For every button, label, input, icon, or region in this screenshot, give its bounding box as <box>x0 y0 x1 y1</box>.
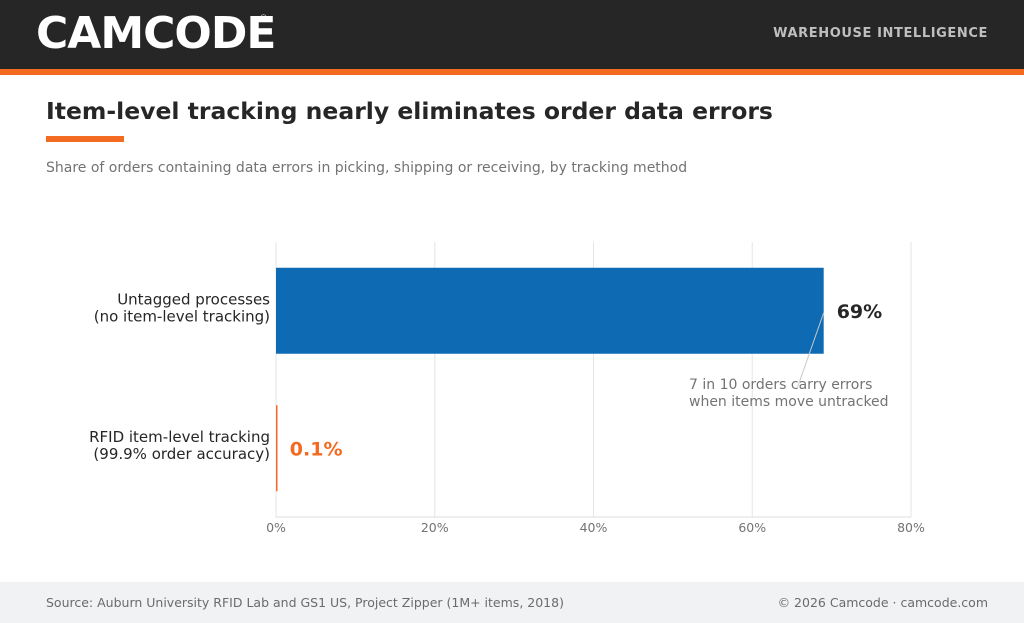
category-label: (no item-level tracking) <box>94 307 270 325</box>
annotation-text: 7 in 10 orders carry errors <box>689 377 872 393</box>
category-label: (99.9% order accuracy) <box>93 445 270 463</box>
annotation-text: when items move untracked <box>689 394 889 410</box>
chart-subtitle: Share of orders containing data errors i… <box>46 160 688 176</box>
copyright-note: © 2026 Camcode · camcode.com <box>777 595 988 610</box>
title-underline <box>46 136 124 142</box>
bar-0[interactable] <box>276 267 824 354</box>
footer: Source: Auburn University RFID Lab and G… <box>0 582 1024 623</box>
x-tick-label: 20% <box>421 520 449 535</box>
data-label: 0.1% <box>290 438 343 460</box>
data-label: 69% <box>837 301 882 323</box>
bar-chart: 0% 20% 40% 60% 80% Untagged processes(no item… <box>89 242 925 535</box>
camcode-logo[interactable]: CAMCODE <box>36 12 276 56</box>
category-label: Untagged processes <box>117 290 270 308</box>
logo-text: CAMCODE <box>36 8 276 59</box>
x-tick-label: 80% <box>897 520 925 535</box>
accent-stripe <box>0 69 1024 75</box>
x-tick-label: 0% <box>266 520 286 535</box>
chart-title: Item-level tracking nearly eliminates or… <box>46 97 773 125</box>
annotation-leader <box>797 312 825 387</box>
bar-1[interactable] <box>276 405 278 492</box>
x-tick-label: 60% <box>738 520 766 535</box>
x-tick-label: 40% <box>580 520 608 535</box>
header-tagline: WAREHOUSE INTELLIGENCE <box>773 26 988 41</box>
source-note: Source: Auburn University RFID Lab and G… <box>46 595 564 610</box>
category-label: RFID item-level tracking <box>89 428 270 446</box>
registered-mark: ® <box>259 14 268 24</box>
header: CAMCODE ® WAREHOUSE INTELLIGENCE <box>0 0 1024 69</box>
